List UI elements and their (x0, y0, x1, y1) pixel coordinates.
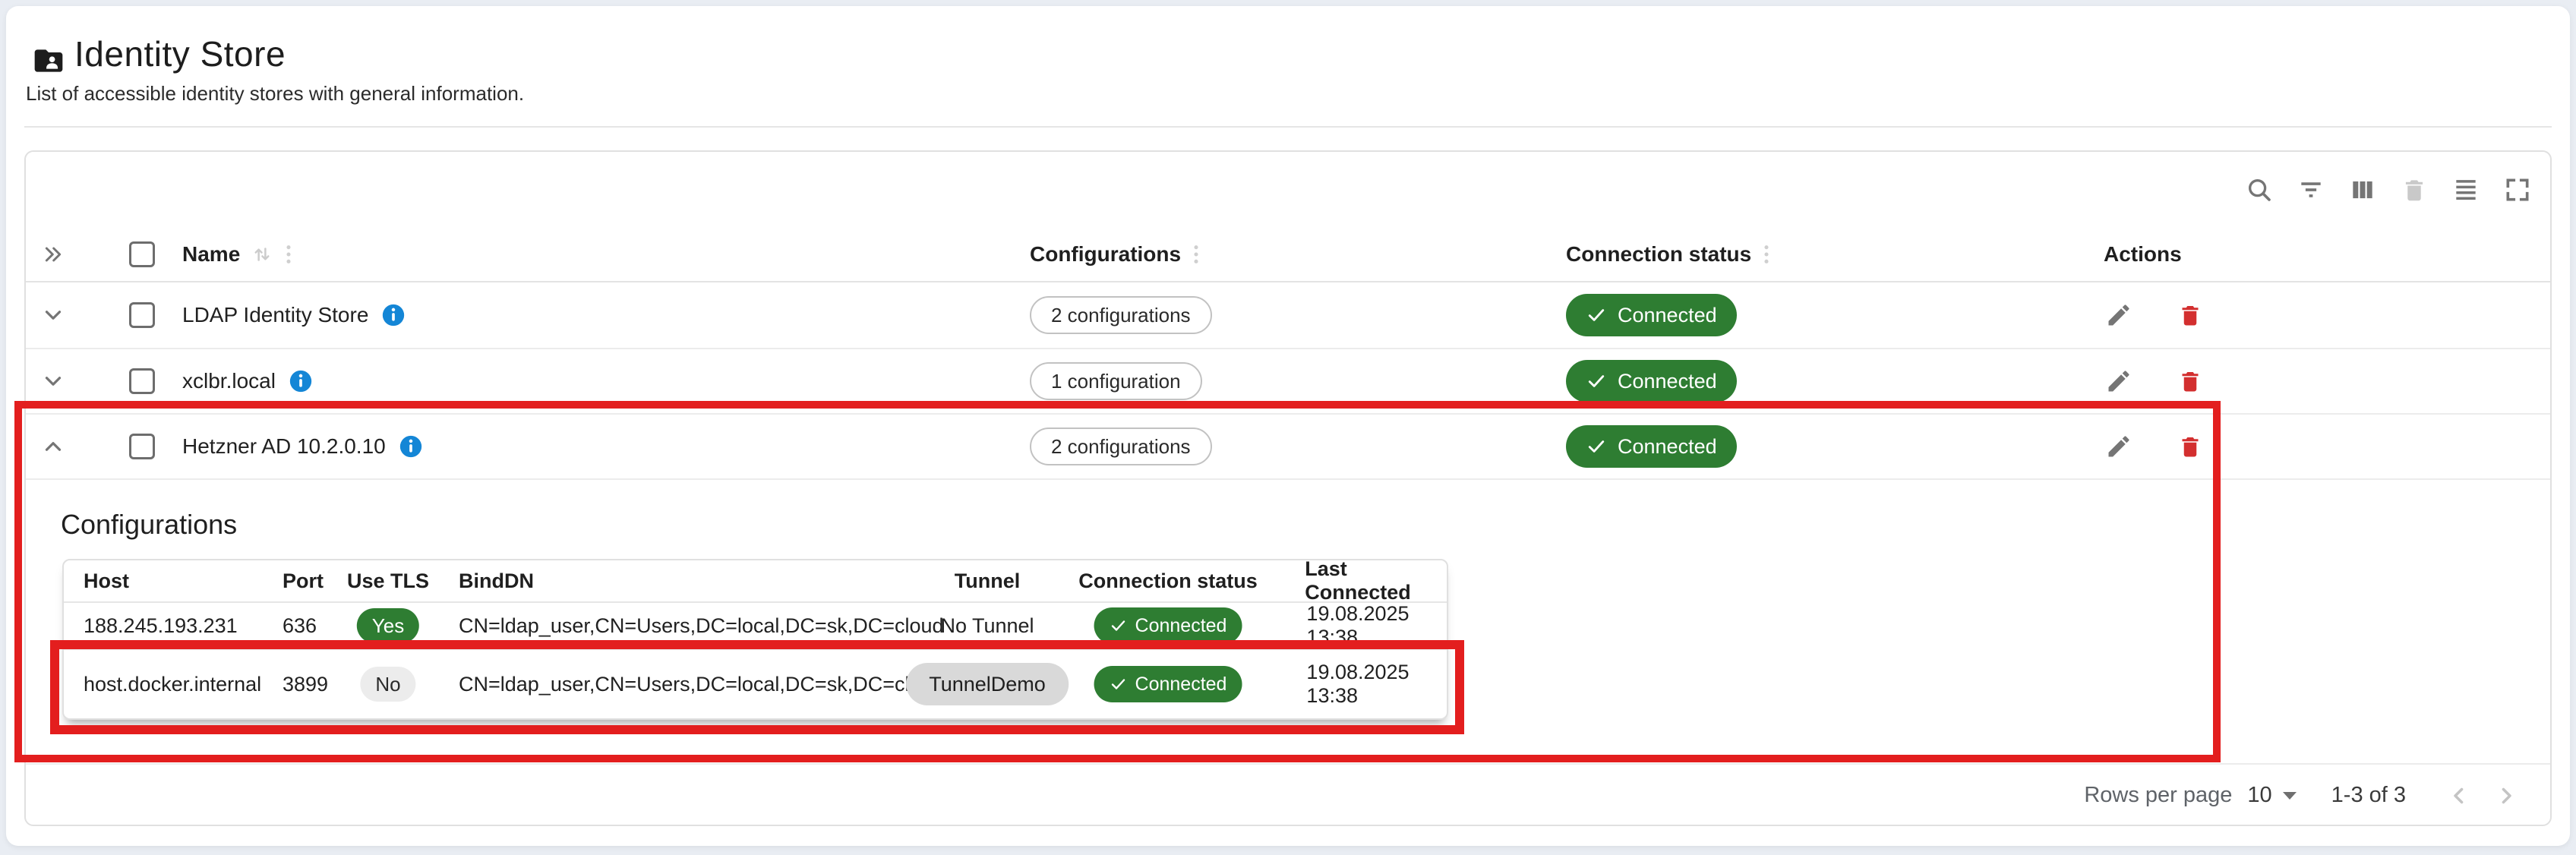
expand-all-icon[interactable] (38, 239, 68, 270)
info-icon[interactable] (380, 302, 406, 328)
subcol-binddn: BindDN (459, 569, 534, 592)
rows-per-page-label: Rows per page (2084, 783, 2233, 807)
configurations-chip: 2 configurations (1030, 296, 1212, 334)
config-port: 636 (283, 614, 317, 637)
identity-store-name: LDAP Identity Store (182, 303, 369, 327)
delete-icon[interactable] (2175, 431, 2205, 462)
identity-store-name: xclbr.local (182, 369, 276, 393)
expand-row-icon[interactable] (38, 366, 68, 396)
configurations-table: Host Port Use TLS BindDN Tunnel Connecti… (62, 557, 1448, 720)
subcol-connection-status: Connection status (1078, 569, 1258, 592)
folder-shared-icon (34, 49, 63, 72)
check-icon (1111, 620, 1125, 631)
filter-icon[interactable] (2297, 175, 2325, 204)
configuration-row: 188.245.193.231 636 Yes CN=ldap_user,CN=… (64, 602, 1447, 650)
edit-icon[interactable] (2104, 431, 2134, 462)
column-header-actions: Actions (2104, 242, 2182, 266)
density-icon[interactable] (2451, 175, 2480, 204)
row-checkbox[interactable] (129, 368, 155, 394)
status-badge: Connected (1566, 294, 1737, 336)
tunnel-chip: TunnelDemo (906, 663, 1069, 705)
configurations-chip: 2 configurations (1030, 428, 1212, 465)
configurations-heading: Configurations (61, 509, 238, 540)
next-page-icon[interactable] (2489, 779, 2523, 812)
table-row-expanded: Hetzner AD 10.2.0.10 2 configurations Co… (26, 415, 2550, 480)
config-binddn: CN=ldap_user,CN=Users,DC=local,DC=sk,DC=… (459, 614, 944, 637)
subcol-port: Port (283, 569, 324, 592)
expand-row-icon[interactable] (38, 300, 68, 330)
use-tls-badge: Yes (356, 608, 420, 643)
config-last-connected: 19.08.2025 13:38 (1306, 661, 1410, 707)
columns-icon[interactable] (2348, 175, 2377, 204)
config-binddn: CN=ldap_user,CN=Users,DC=local,DC=sk,DC=… (459, 672, 944, 696)
collapse-row-icon[interactable] (38, 431, 68, 462)
column-menu-icon[interactable] (284, 242, 293, 267)
subcol-use-tls: Use TLS (346, 569, 430, 592)
delete-icon[interactable] (2175, 300, 2205, 330)
table-footer: Rows per page 10 1-3 of 3 (26, 765, 2550, 826)
config-last-connected: 19.08.2025 13:38 (1306, 602, 1410, 648)
config-tunnel: No Tunnel (940, 614, 1034, 637)
status-badge: Connected (1094, 666, 1242, 702)
edit-icon[interactable] (2104, 366, 2134, 396)
header-divider (24, 126, 2552, 128)
pagination-range: 1-3 of 3 (2331, 783, 2406, 807)
table-row: xclbr.local 1 configuration Connected (26, 349, 2550, 415)
status-badge: Connected (1566, 425, 1737, 468)
column-header-name: Name (182, 242, 241, 266)
info-icon[interactable] (288, 368, 314, 394)
use-tls-badge: No (360, 667, 416, 702)
delete-selected-icon[interactable] (2400, 175, 2429, 204)
subcol-last-connected: Last Connected (1305, 557, 1411, 604)
search-icon[interactable] (2245, 175, 2274, 204)
table-row: LDAP Identity Store 2 configurations Con… (26, 282, 2550, 349)
column-header-connection-status: Connection status (1566, 242, 1752, 266)
check-icon (1588, 309, 1605, 321)
rows-per-page-select[interactable]: 10 (2247, 783, 2297, 808)
select-all-checkbox[interactable] (129, 241, 155, 267)
configuration-row: host.docker.internal 3899 No CN=ldap_use… (64, 650, 1447, 718)
main-panel: Identity Store List of accessible identi… (6, 6, 2570, 846)
row-detail-panel: Configurations Host Port Use TLS BindDN … (26, 480, 2550, 765)
subcol-tunnel: Tunnel (954, 569, 1021, 592)
config-host: host.docker.internal (84, 672, 262, 696)
identity-store-name: Hetzner AD 10.2.0.10 (182, 434, 386, 458)
check-icon (1588, 440, 1605, 453)
table-toolbar (2245, 169, 2532, 211)
column-menu-icon[interactable] (1762, 242, 1771, 267)
check-icon (1111, 679, 1125, 689)
configurations-chip: 1 configuration (1030, 362, 1202, 400)
status-badge: Connected (1094, 607, 1242, 644)
delete-icon[interactable] (2175, 366, 2205, 396)
config-port: 3899 (283, 672, 329, 696)
caret-down-icon (2282, 791, 2297, 800)
table-header-row: Name Configurations Connection status Ac… (26, 228, 2550, 282)
identity-store-table-card: Name Configurations Connection status Ac… (24, 150, 2552, 826)
row-checkbox[interactable] (129, 302, 155, 328)
status-badge: Connected (1566, 360, 1737, 402)
previous-page-icon[interactable] (2442, 779, 2476, 812)
column-menu-icon[interactable] (1192, 242, 1201, 267)
column-header-configurations: Configurations (1030, 242, 1182, 266)
page-subtitle: List of accessible identity stores with … (26, 82, 525, 105)
check-icon (1588, 375, 1605, 387)
edit-icon[interactable] (2104, 300, 2134, 330)
fullscreen-icon[interactable] (2503, 175, 2532, 204)
configurations-header-row: Host Port Use TLS BindDN Tunnel Connecti… (64, 557, 1447, 604)
page-title: Identity Store (74, 34, 286, 74)
config-host: 188.245.193.231 (84, 614, 238, 637)
row-checkbox[interactable] (129, 434, 155, 459)
info-icon[interactable] (398, 434, 424, 459)
sort-icon[interactable] (251, 243, 273, 266)
subcol-host: Host (84, 569, 129, 592)
